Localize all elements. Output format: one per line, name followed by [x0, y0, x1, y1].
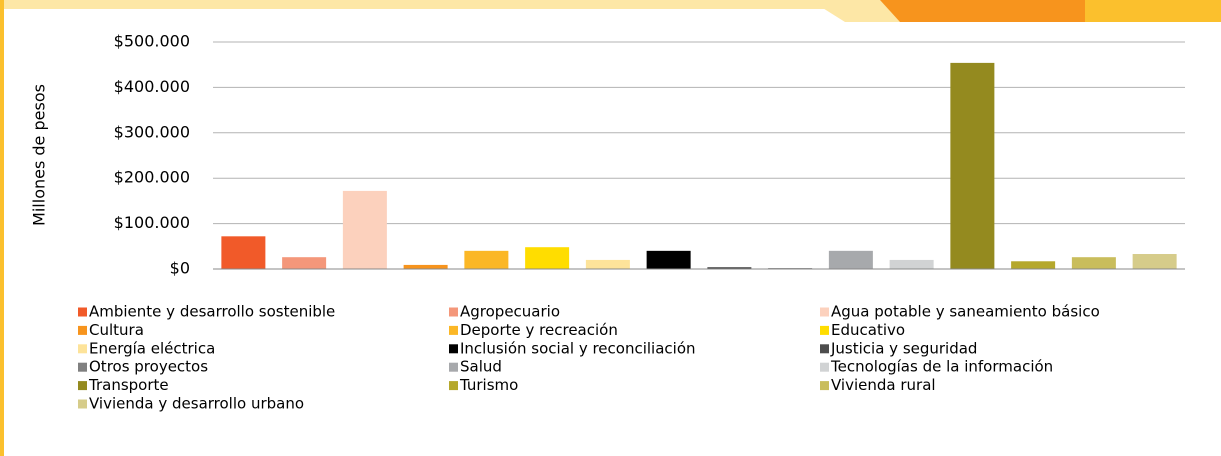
- y-tick-label: $100.000: [114, 213, 190, 232]
- legend-swatch: [820, 381, 829, 391]
- bar: [403, 264, 448, 269]
- legend-label: Agropecuario: [460, 303, 560, 321]
- legend-swatch: [78, 325, 87, 335]
- bar: [1011, 261, 1056, 269]
- legend-label: Otros proyectos: [89, 358, 208, 376]
- y-tick-label: $200.000: [114, 168, 190, 187]
- y-axis-label: Millones de pesos: [30, 84, 49, 226]
- bar: [889, 259, 934, 269]
- legend-swatch: [449, 381, 458, 391]
- y-tick-label: $300.000: [114, 122, 190, 141]
- legend-swatch: [78, 399, 87, 409]
- bar: [464, 250, 509, 269]
- bar: [1132, 254, 1177, 269]
- bar: [1071, 257, 1116, 269]
- legend-label: Vivienda y desarrollo urbano: [89, 395, 304, 413]
- bar: [828, 250, 873, 269]
- bar: [282, 257, 327, 269]
- legend-swatch: [449, 307, 458, 317]
- legend-label: Transporte: [88, 376, 169, 394]
- left-border: [0, 0, 4, 456]
- bar: [646, 250, 691, 269]
- top-stripe-accent: [810, 0, 900, 22]
- legend-swatch: [449, 362, 458, 372]
- legend-swatch: [449, 325, 458, 335]
- top-stripe-accent: [1085, 0, 1221, 22]
- bar: [585, 259, 630, 269]
- y-tick-label: $0: [170, 259, 190, 278]
- legend-swatch: [820, 344, 829, 354]
- legend-label: Tecnologías de la información: [830, 358, 1053, 376]
- legend-swatch: [78, 344, 87, 354]
- legend-label: Vivienda rural: [831, 376, 936, 394]
- legend-swatch: [820, 362, 829, 372]
- bar: [342, 190, 387, 269]
- legend-label: Ambiente y desarrollo sostenible: [89, 303, 335, 321]
- legend-swatch: [78, 381, 87, 391]
- y-tick-label: $400.000: [114, 77, 190, 96]
- legend-label: Cultura: [89, 321, 144, 339]
- bar: [525, 247, 570, 269]
- legend-swatch: [820, 325, 829, 335]
- legend-label: Agua potable y saneamiento básico: [831, 303, 1100, 321]
- legend-label: Deporte y recreación: [460, 321, 618, 339]
- legend-label: Justicia y seguridad: [830, 339, 977, 357]
- y-tick-label: $500.000: [114, 32, 190, 51]
- legend-swatch: [78, 307, 87, 317]
- legend-label: Educativo: [831, 321, 905, 339]
- top-stripe-accent: [840, 0, 1090, 22]
- legend-label: Energía eléctrica: [89, 339, 215, 357]
- bar: [950, 62, 995, 269]
- bar: [221, 236, 266, 269]
- legend-label: Turismo: [459, 376, 518, 394]
- legend-label: Inclusión social y reconciliación: [460, 339, 696, 357]
- legend-swatch: [449, 344, 458, 354]
- legend-swatch: [820, 307, 829, 317]
- bar: [707, 267, 752, 269]
- legend-swatch: [78, 362, 87, 372]
- legend-label: Salud: [460, 358, 502, 376]
